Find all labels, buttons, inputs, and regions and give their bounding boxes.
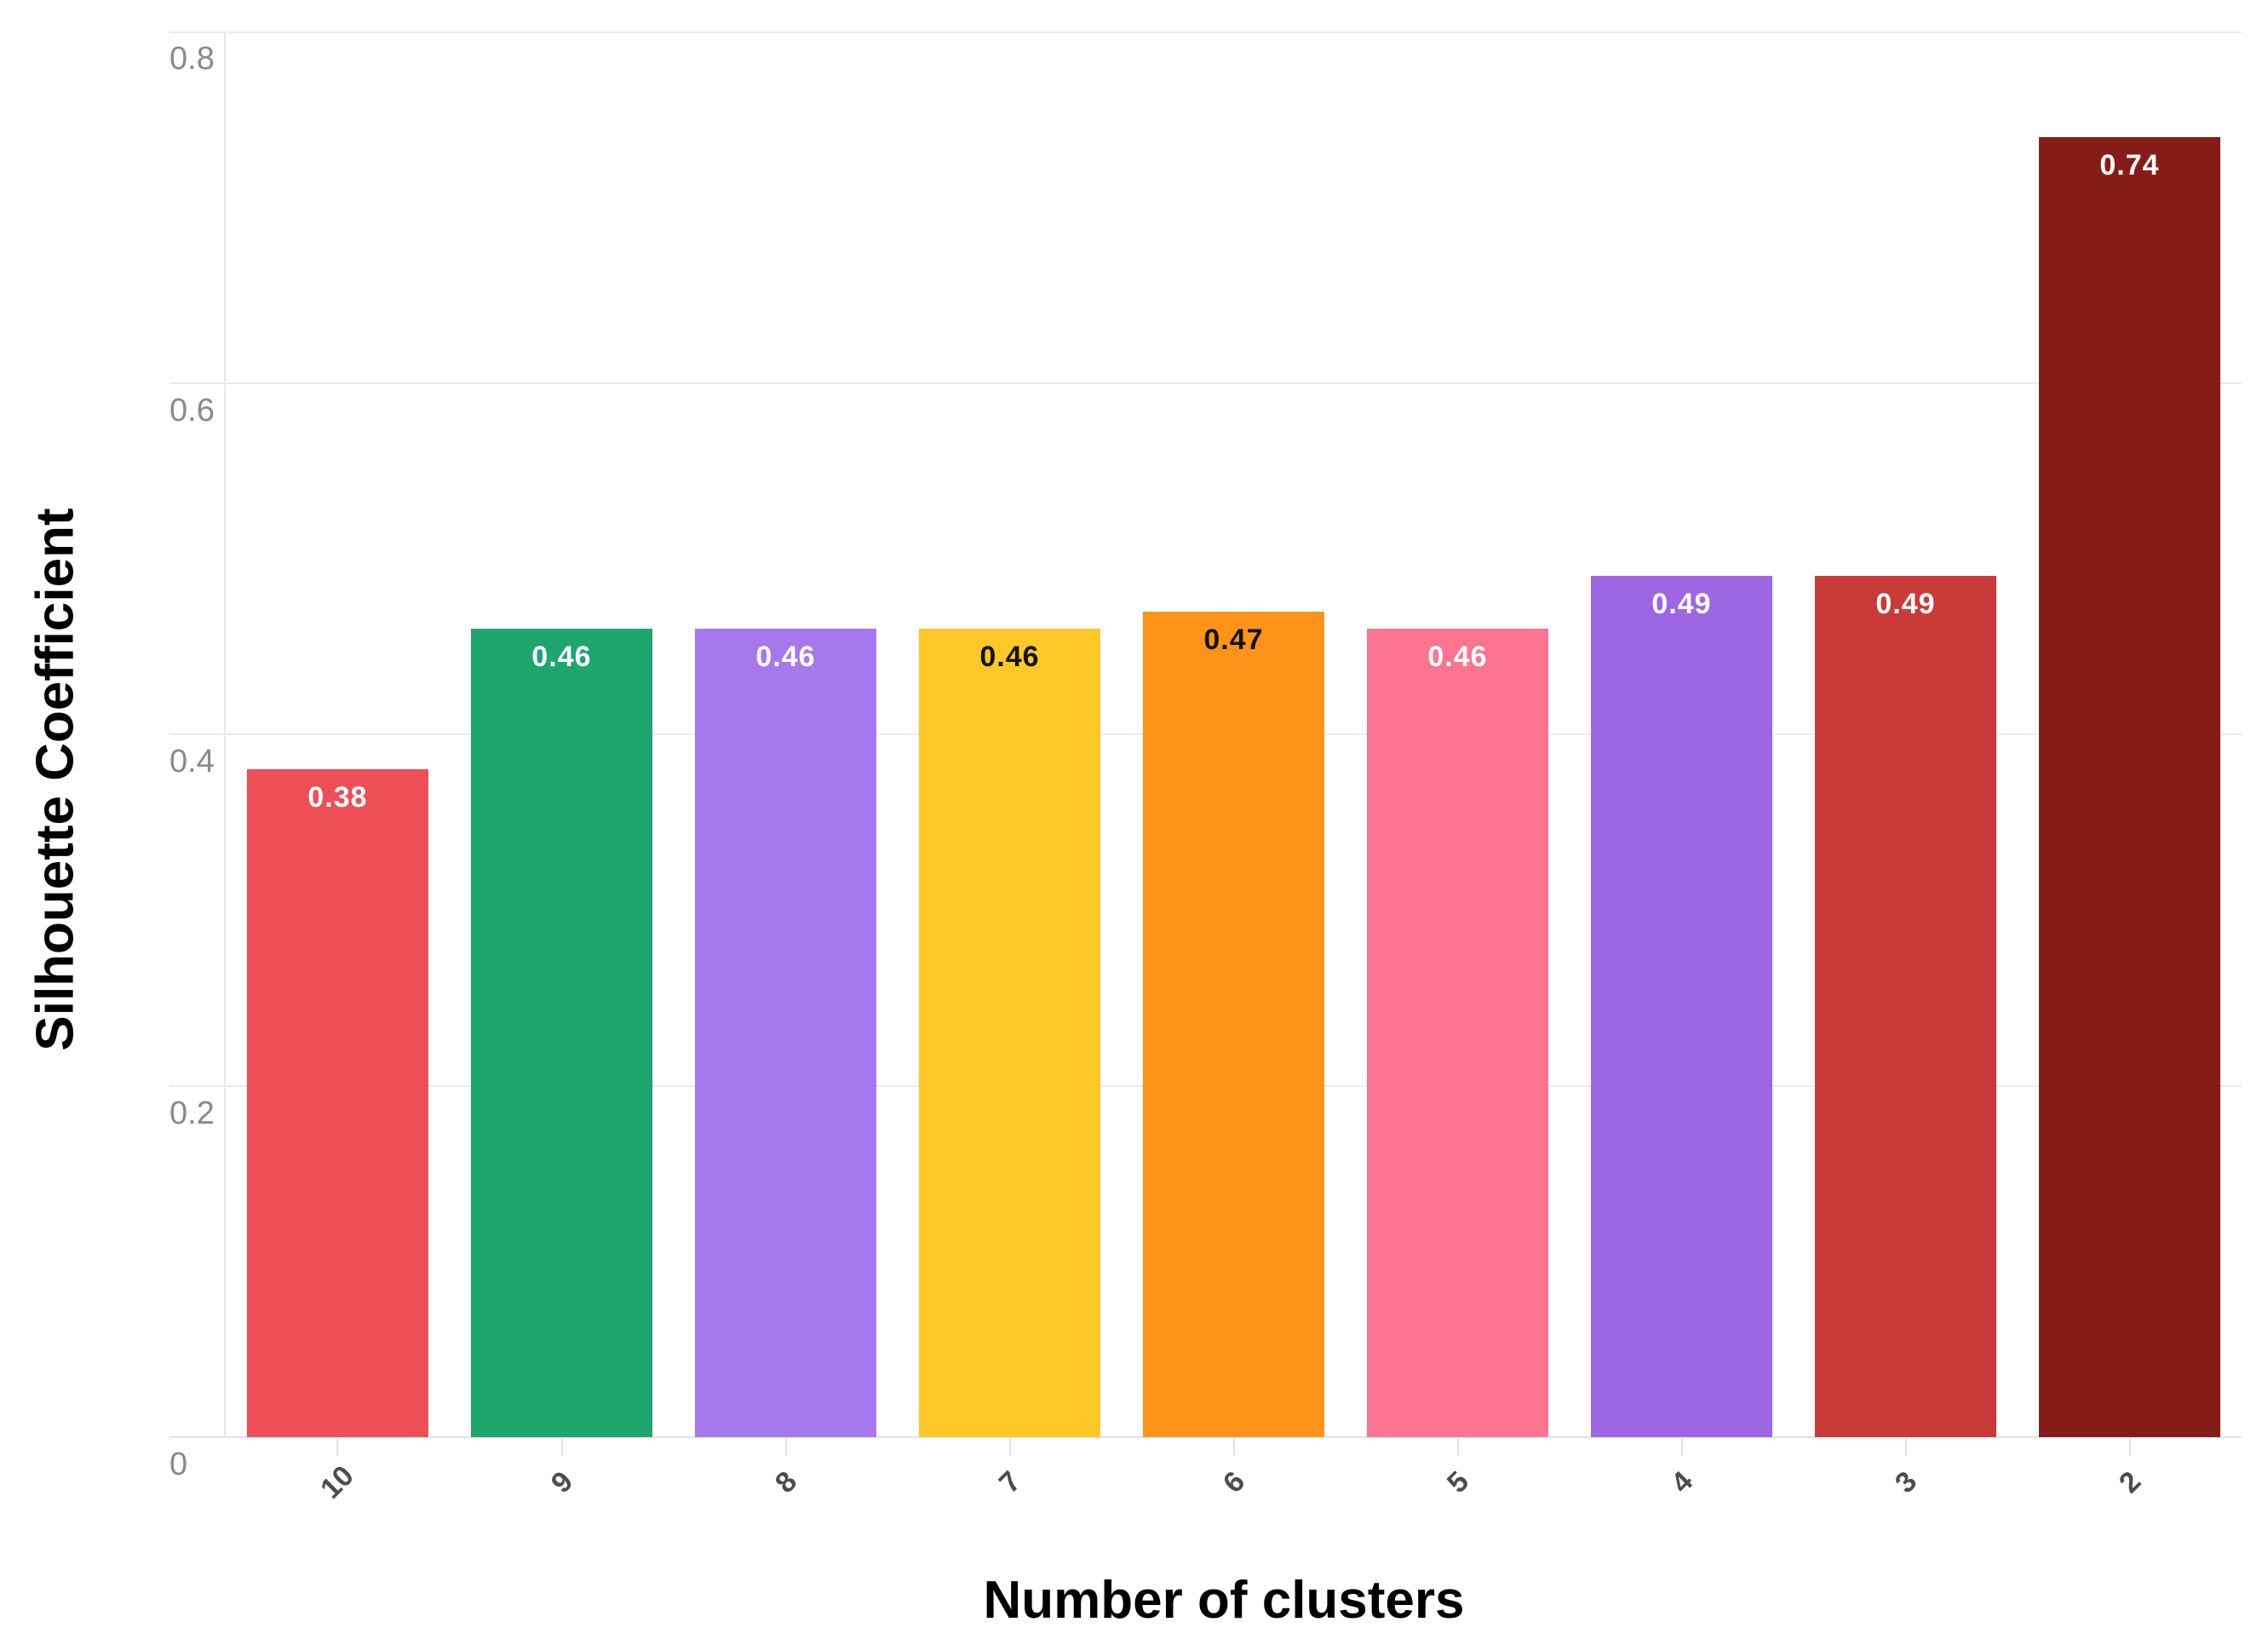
bar-slot-4: 0.49: [1570, 32, 1794, 1437]
x-tick-mark: [336, 1437, 339, 1456]
x-tick-mark: [1008, 1437, 1011, 1456]
bar-slot-7: 0.46: [898, 32, 1122, 1437]
bar-value-label: 0.38: [307, 781, 368, 814]
bar-value-label: 0.46: [1427, 641, 1488, 674]
x-tick-label-7: 7: [992, 1464, 1027, 1500]
y-tick-label: 0: [169, 1447, 188, 1482]
bar-clusters-2: 0.74: [2038, 136, 2220, 1437]
bar-value-label: 0.49: [1875, 588, 1936, 621]
x-tick-label-9: 9: [544, 1464, 579, 1500]
x-tick-label-5: 5: [1440, 1464, 1475, 1500]
x-tick-label-10: 10: [314, 1459, 361, 1505]
x-tick-mark: [1904, 1437, 1907, 1456]
y-axis-title: Silhouette Coefficient: [26, 508, 85, 1051]
bar-clusters-10: 0.38: [246, 769, 428, 1437]
bar-clusters-6: 0.47: [1142, 611, 1324, 1437]
x-tick-label-6: 6: [1216, 1464, 1251, 1500]
y-tick-label: 0.2: [169, 1096, 215, 1131]
bar-value-label: 0.46: [979, 641, 1040, 674]
bar-value-label: 0.46: [531, 641, 592, 674]
bar-value-label: 0.46: [755, 641, 816, 674]
bar-clusters-3: 0.49: [1814, 576, 1996, 1437]
bar-clusters-4: 0.49: [1590, 576, 1772, 1437]
y-tick-label: 0.8: [169, 41, 215, 77]
bar-clusters-5: 0.46: [1366, 629, 1548, 1437]
y-tick-label: 0.6: [169, 393, 215, 429]
gridline-y-0.6: [169, 382, 2242, 384]
bar-clusters-9: 0.46: [470, 629, 652, 1437]
x-tick-mark: [784, 1437, 787, 1456]
x-tick-label-8: 8: [768, 1464, 803, 1500]
gridline-y-0: [169, 1436, 2242, 1438]
bar-slot-9: 0.46: [450, 32, 674, 1437]
x-tick-mark: [1232, 1437, 1235, 1456]
bar-slot-5: 0.46: [1346, 32, 1570, 1437]
bar-slot-2: 0.74: [2018, 32, 2242, 1437]
x-axis-title: Number of clusters: [983, 1571, 1465, 1630]
x-tick-label-3: 3: [1888, 1464, 1923, 1500]
bars-container: 0.38 0.46 0.46 0.46 0.47 0.46 0.49 0.49 0.74: [226, 32, 2242, 1437]
bar-slot-8: 0.46: [674, 32, 898, 1437]
bar-value-label: 0.47: [1203, 623, 1264, 656]
y-tick-label: 0.4: [169, 744, 215, 779]
x-tick-mark: [1456, 1437, 1459, 1456]
x-tick-mark: [560, 1437, 563, 1456]
bar-slot-3: 0.49: [1794, 32, 2018, 1437]
gridline-y-0.8: [169, 32, 2242, 33]
bar-slot-6: 0.47: [1122, 32, 1346, 1437]
x-tick-label-2: 2: [2112, 1464, 2147, 1500]
x-tick-mark: [1680, 1437, 1683, 1456]
plot-area: 0.8 0.6 0.4 0.2 0 0.38 0.46 0.46 0.46 0.47 0.46 0.4…: [169, 32, 2242, 1505]
bar-value-label: 0.49: [1651, 588, 1712, 621]
bar-clusters-7: 0.46: [918, 629, 1100, 1437]
bar-clusters-8: 0.46: [694, 629, 876, 1437]
x-tick-label-4: 4: [1664, 1464, 1699, 1500]
x-tick-mark: [2128, 1437, 2131, 1456]
bar-slot-10: 0.38: [226, 32, 450, 1437]
bar-value-label: 0.74: [2099, 148, 2160, 181]
